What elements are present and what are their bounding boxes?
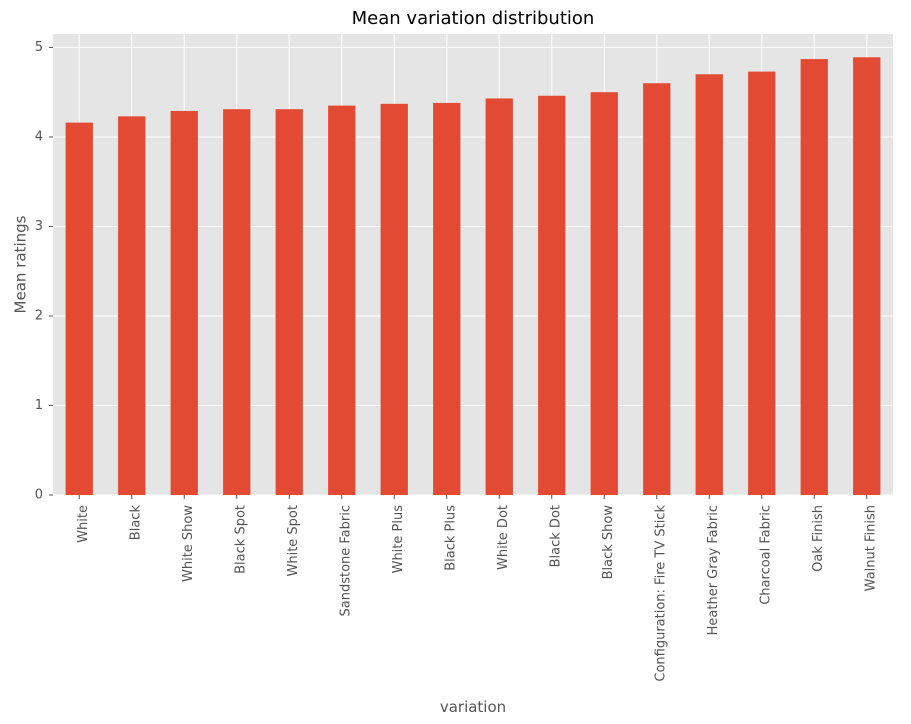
y-axis-label: Mean ratings xyxy=(12,215,30,313)
x-tick-label: Black Show xyxy=(601,505,616,580)
bar xyxy=(590,92,618,496)
bar xyxy=(748,71,776,495)
bar xyxy=(433,102,461,496)
x-tick-label: White xyxy=(76,505,91,543)
x-tick-label: Oak Finish xyxy=(811,505,826,572)
x-tick-label: White Dot xyxy=(496,505,511,570)
y-tick-label: 1 xyxy=(35,398,43,413)
bar xyxy=(538,95,566,495)
x-axis-label: variation xyxy=(440,698,506,716)
y-axis-ticks: 0 1 2 3 4 5 xyxy=(35,40,53,503)
bar xyxy=(328,105,356,496)
x-tick-label: White Spot xyxy=(286,505,301,577)
y-tick-label: 4 xyxy=(35,129,43,144)
x-tick-label: Walnut Finish xyxy=(863,505,878,591)
bar xyxy=(118,116,146,496)
bars xyxy=(65,57,881,496)
bar xyxy=(380,103,408,496)
y-tick-label: 2 xyxy=(35,308,43,323)
x-tick-label: White Plus xyxy=(391,505,406,574)
x-tick-label: Black Spot xyxy=(233,505,248,574)
y-tick-label: 3 xyxy=(35,219,43,234)
x-tick-label: Black Dot xyxy=(548,505,563,567)
bar xyxy=(643,83,671,496)
bar xyxy=(485,98,513,495)
bar xyxy=(800,59,828,495)
chart-title: Mean variation distribution xyxy=(352,8,595,29)
x-axis-ticks: White Black White Show Black Spot White Spot… xyxy=(76,495,878,682)
bar xyxy=(853,57,881,496)
x-tick-label: White Show xyxy=(181,505,196,582)
y-tick-label: 0 xyxy=(35,488,43,503)
x-tick-label: Charcoal Fabric xyxy=(758,505,773,605)
bar xyxy=(170,110,198,496)
bar xyxy=(695,74,723,495)
x-tick-label: Heather Gray Fabric xyxy=(706,505,721,635)
bar xyxy=(65,122,93,495)
x-tick-label: Configuration: Fire TV Stick xyxy=(653,505,668,682)
x-tick-label: Sandstone Fabric xyxy=(338,505,353,617)
bar xyxy=(223,109,251,495)
y-tick-label: 5 xyxy=(35,40,43,55)
x-tick-label: Black xyxy=(128,505,143,541)
bar xyxy=(275,109,303,495)
x-tick-label: Black Plus xyxy=(443,505,458,571)
